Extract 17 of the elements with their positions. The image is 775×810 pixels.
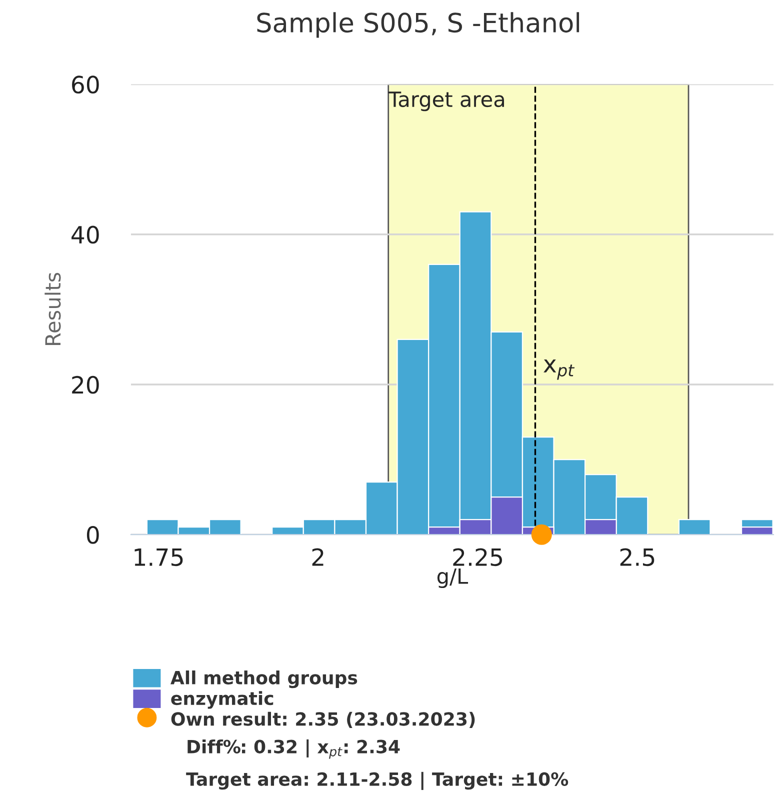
legend-label: All method groups xyxy=(170,670,358,688)
y-tick-label: 60 xyxy=(72,76,99,94)
x-tick-label: 1.75 xyxy=(134,548,183,566)
x-tick-label: 2 xyxy=(312,548,324,566)
legend-label: enzymatic xyxy=(171,691,274,709)
y-tick-label: 0 xyxy=(86,526,99,544)
text: Diff%: 0.32 | x$_{pt}$: 2.34 xyxy=(188,739,400,759)
y-tick-label: 40 xyxy=(72,226,99,244)
x-axis-title: g/L xyxy=(437,568,468,588)
chart-title: Sample S005, S -Ethanol xyxy=(257,12,580,38)
text: Target area: 2.11-2.58 | Target: ±10% xyxy=(186,772,568,790)
x-tick-label: 2.5 xyxy=(620,548,654,566)
ref-line-label: x$_{pt}$ xyxy=(544,359,575,380)
x-tick-label: 2.25 xyxy=(453,548,502,566)
y-tick-label: 20 xyxy=(72,376,99,394)
y-axis-title: Results xyxy=(44,272,61,345)
legend-label: Own result: 2.35 (23.03.2023) xyxy=(171,712,475,728)
